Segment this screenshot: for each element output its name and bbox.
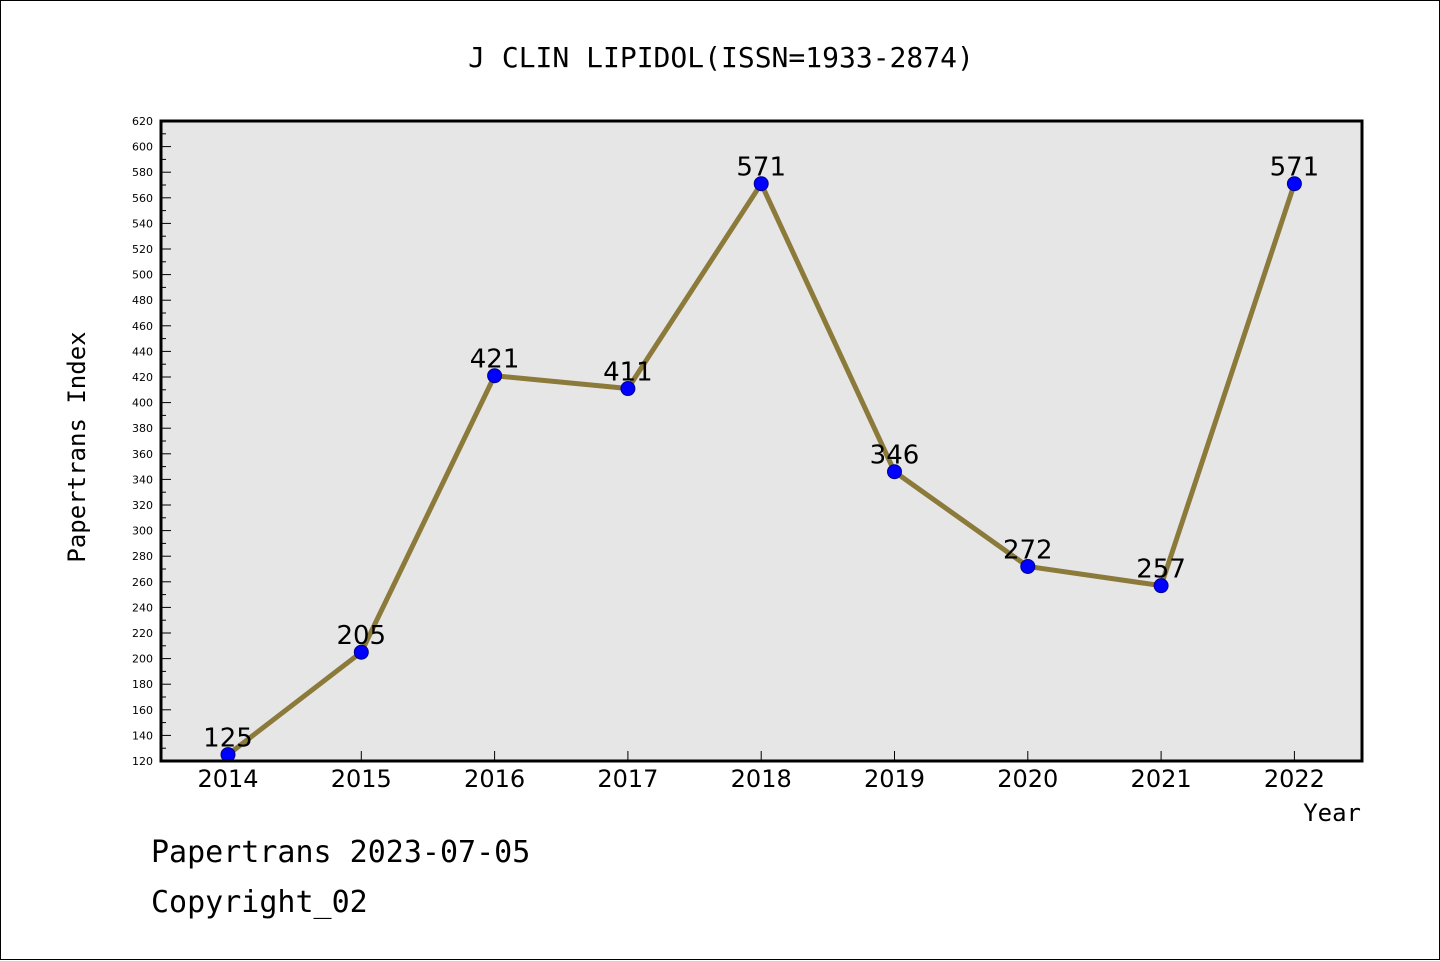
plot-area: 120 140 160 180 200 220 240 260 280 300 320 340 360 3… <box>132 115 1364 793</box>
y-tick-label: 560 <box>132 192 153 205</box>
y-tick-label: 340 <box>132 473 153 486</box>
y-tick-label: 620 <box>132 115 153 128</box>
y-tick-label: 440 <box>132 345 153 358</box>
data-point <box>353 644 369 660</box>
data-label: 411 <box>603 358 653 388</box>
y-tick-label: 360 <box>132 448 153 461</box>
footer-date: Papertrans 2023-07-05 <box>151 835 531 870</box>
y-tick-label: 300 <box>132 525 153 538</box>
y-tick-label: 200 <box>132 653 153 666</box>
x-axis-label: Year <box>1303 799 1361 827</box>
data-label: 571 <box>736 153 786 183</box>
y-tick-label: 500 <box>132 269 153 282</box>
data-label: 421 <box>470 345 520 375</box>
y-tick-label: 320 <box>132 499 153 512</box>
y-tick-label: 520 <box>132 243 153 256</box>
y-tick-label: 120 <box>132 755 153 768</box>
data-point <box>620 381 636 397</box>
data-point <box>1153 578 1169 594</box>
x-tick-label: 2022 <box>1264 765 1325 793</box>
y-tick-label: 580 <box>132 166 153 179</box>
x-tick-label: 2021 <box>1131 765 1192 793</box>
y-axis-label: Papertrans Index <box>63 331 91 562</box>
x-tick-label: 2019 <box>864 765 925 793</box>
plot-border <box>159 119 1364 763</box>
y-tick-label: 460 <box>132 320 153 333</box>
y-tick-label: 600 <box>132 141 153 154</box>
y-tick-label: 160 <box>132 704 153 717</box>
y-tick-label: 240 <box>132 601 153 614</box>
x-tick-label: 2018 <box>731 765 792 793</box>
data-point <box>1286 176 1302 192</box>
y-tick-label: 540 <box>132 217 153 230</box>
y-tick-label: 280 <box>132 550 153 563</box>
data-label: 125 <box>203 724 253 754</box>
y-tick-label: 380 <box>132 422 153 435</box>
x-tick-label: 2014 <box>197 765 258 793</box>
data-label: 205 <box>336 621 386 651</box>
y-tick-label: 140 <box>132 729 153 742</box>
y-tick-label: 180 <box>132 678 153 691</box>
y-tick-label: 260 <box>132 576 153 589</box>
data-point <box>1020 558 1036 574</box>
y-tick-label: 220 <box>132 627 153 640</box>
y-tick-label: 480 <box>132 294 153 307</box>
x-tick-label: 2016 <box>464 765 525 793</box>
data-label: 571 <box>1270 153 1320 183</box>
x-tick-label: 2020 <box>997 765 1058 793</box>
x-tick-label: 2017 <box>597 765 658 793</box>
data-point <box>753 176 769 192</box>
footer-copyright: Copyright_02 <box>151 885 368 920</box>
data-point <box>887 464 902 480</box>
data-label: 257 <box>1136 555 1186 585</box>
data-label: 346 <box>870 441 920 471</box>
data-point <box>487 368 503 384</box>
y-tick-label: 400 <box>132 397 153 410</box>
data-label: 272 <box>1003 535 1053 565</box>
chart-title: J CLIN LIPIDOL(ISSN=1933-2874) <box>468 41 974 74</box>
x-tick-label: 2015 <box>331 765 392 793</box>
y-tick-label: 420 <box>132 371 153 384</box>
